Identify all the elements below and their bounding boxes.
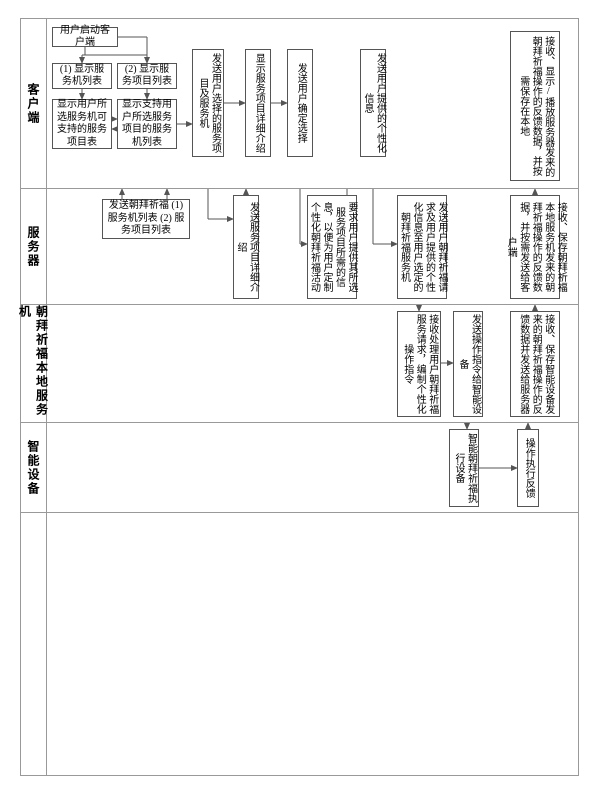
box-client-list1-hdr: (1) 显示服务机列表 <box>52 63 112 89</box>
lane-local: 朝拜祈福本地服务机 接收处理用户朝拜祈福服务请求，编制个性化操作指令 发送操作指… <box>21 305 578 423</box>
lane-client: 客户端 用户启动客户端 (1) 显示服务机列表 (2) 显示服务项目列表 显示用… <box>21 19 578 189</box>
box-client-send-sel: 发送用户选择的服务项目及服务机 <box>192 49 224 157</box>
box-local-recv-dev: 接收、保存智能设备发来的朝拜祈福操作的反馈数据并发送给服务器 <box>510 311 560 417</box>
lane-device-title: 智能设备 <box>25 440 42 496</box>
box-client-list2-body: 显示支持用户所选服务项目的服务机列表 <box>117 99 177 149</box>
lane-device-body: 智能朝拜祈福执行设备 操作执行反馈 <box>47 423 578 512</box>
box-server-send-req: 发送用户朝拜祈福请求及用户提供的个性化信息至用户选定的朝拜祈福服务机 <box>397 195 447 299</box>
lane-client-header: 客户端 <box>21 19 47 188</box>
arrows-local <box>47 305 578 422</box>
box-client-list1-body: 显示用户所选服务机可支持的服务项目表 <box>52 99 112 149</box>
lane-server-header: 服务器 <box>21 189 47 304</box>
box-client-list2-hdr: (2) 显示服务项目列表 <box>117 63 177 89</box>
lane-server-title: 服务器 <box>25 226 42 268</box>
box-client-recv-play: 接收、显示/播放服务器发来的朝拜祈福操作的反馈数据，并按需保存在本地 <box>510 31 560 181</box>
lane-client-title: 客户端 <box>25 83 42 125</box>
box-client-confirm: 发送用户确定选择 <box>287 49 313 157</box>
box-server-send-lists: 发送朝拜祈福 (1) 服务机列表 (2) 服务项目列表 <box>102 199 190 239</box>
box-device-feedback: 操作执行反馈 <box>517 429 539 507</box>
box-client-show-detail: 显示服务项目详细介绍 <box>245 49 271 157</box>
lane-client-body: 用户启动客户端 (1) 显示服务机列表 (2) 显示服务项目列表 显示用户所选服… <box>47 19 578 188</box>
lane-spacer-header <box>21 513 47 775</box>
box-device-exec: 智能朝拜祈福执行设备 <box>449 429 479 507</box>
lane-local-header: 朝拜祈福本地服务机 <box>21 305 47 422</box>
lane-device: 智能设备 智能朝拜祈福执行设备 操作执行反馈 <box>21 423 578 513</box>
swimlane-diagram: 客户端 用户启动客户端 (1) 显示服务机列表 (2) 显示服务项目列表 显示用… <box>20 18 579 776</box>
box-client-start: 用户启动客户端 <box>52 27 118 47</box>
lane-device-header: 智能设备 <box>21 423 47 512</box>
lane-local-body: 接收处理用户朝拜祈福服务请求，编制个性化操作指令 发送操作指令给智能设备 接收、… <box>47 305 578 422</box>
lane-spacer-body <box>47 513 578 775</box>
box-server-recv-local: 接收、保存朝拜祈福本地服务机发来的朝拜祈福操作的反馈数据，并按需发送给客户端 <box>510 195 560 299</box>
box-local-send-cmd: 发送操作指令给智能设备 <box>453 311 483 417</box>
box-server-send-detail: 发送服务项目详细介绍 <box>233 195 259 299</box>
box-server-require-info: 要求用户提供其所选服务项目所需的信息，以便为用户定制个性化朝拜祈福活动 <box>307 195 357 299</box>
arrows-device <box>47 423 578 512</box>
lane-server: 服务器 发送朝拜祈福 (1) 服务机列表 (2) 服务项目列表 发送服务项目详细… <box>21 189 578 305</box>
lane-spacer <box>21 513 578 775</box>
lane-local-title: 朝拜祈福本地服务机 <box>17 305 51 422</box>
box-local-recv-req: 接收处理用户朝拜祈福服务请求，编制个性化操作指令 <box>397 311 441 417</box>
lane-server-body: 发送朝拜祈福 (1) 服务机列表 (2) 服务项目列表 发送服务项目详细介绍 要… <box>47 189 578 304</box>
box-client-send-pers: 发送用户提供的个性化信息 <box>360 49 386 157</box>
